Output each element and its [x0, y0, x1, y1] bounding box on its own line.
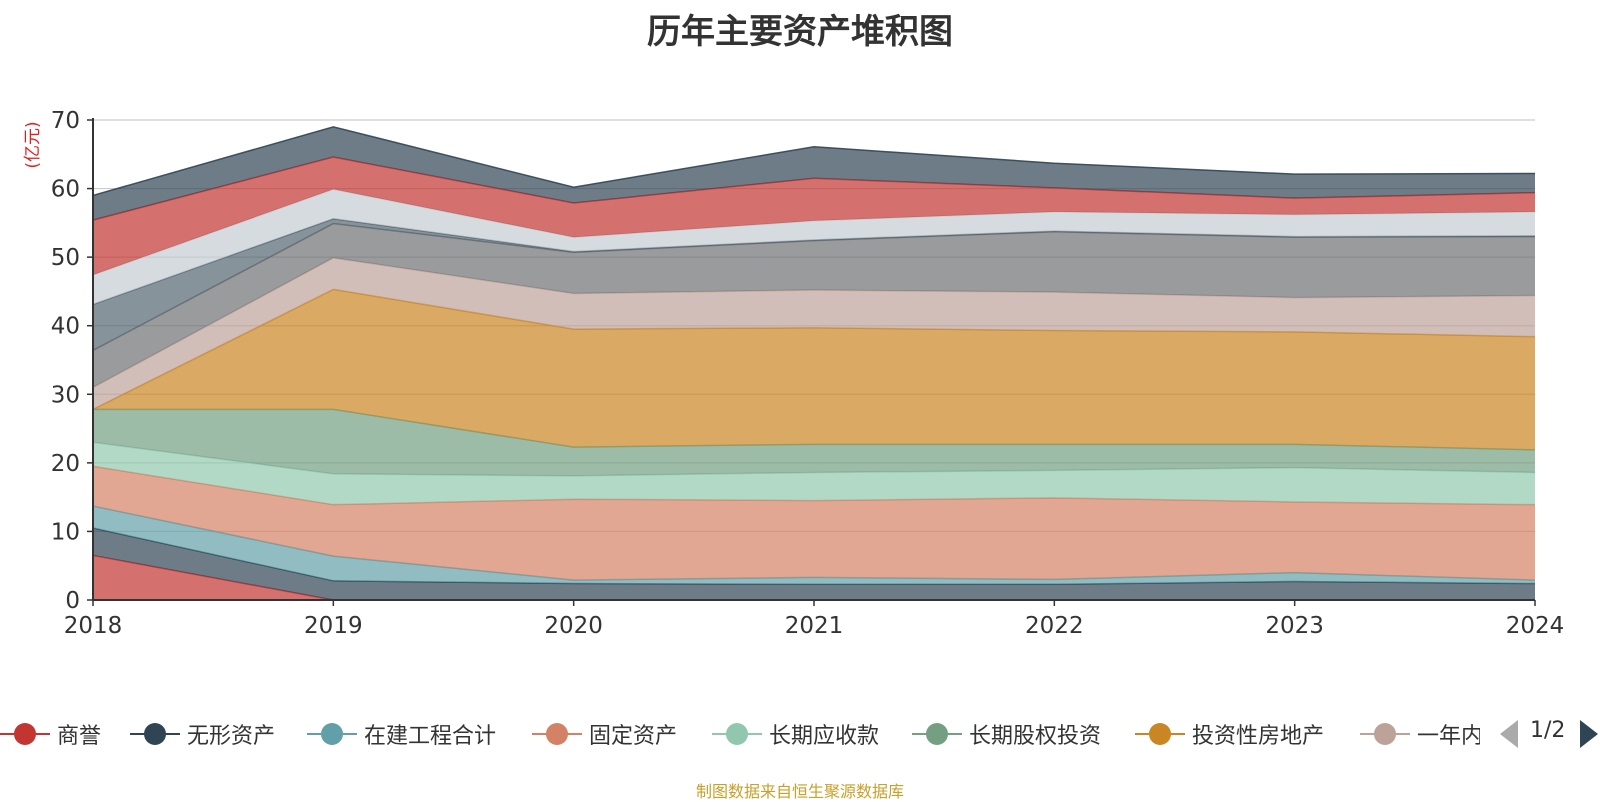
legend-label: 一年内到期的非流动资产	[1417, 724, 1480, 749]
area-series-2[interactable]	[93, 506, 1535, 585]
legend-marker-icon	[130, 722, 180, 746]
legend-label: 商誉	[57, 724, 102, 749]
area-series-3[interactable]	[93, 466, 1535, 581]
y-tick-label: 10	[51, 519, 80, 545]
y-tick-label: 50	[51, 245, 80, 271]
x-tick-label: 2020	[544, 613, 603, 639]
y-tick-label: 20	[51, 451, 80, 477]
x-tick-label: 2022	[1025, 613, 1084, 639]
area-series-6[interactable]	[93, 289, 1535, 450]
legend-item[interactable]: 一年内到期的非流动资产	[1360, 712, 1480, 756]
area-series-1[interactable]	[93, 528, 1535, 600]
legend-next-page-icon[interactable]	[1580, 720, 1598, 748]
legend-marker-icon	[1360, 722, 1410, 746]
area-series-8[interactable]	[93, 223, 1535, 388]
legend-marker-icon	[912, 722, 962, 746]
x-tick-label: 2018	[64, 613, 123, 639]
area-series-7[interactable]	[93, 257, 1535, 410]
area-series-line-12	[92, 126, 1536, 197]
legend: 商誉 无形资产 在建工程合计 固定资产 长期应收款 长期股权投资 投资性房地产 一年内到期的非…	[0, 712, 1600, 756]
y-axis-unit-label: (亿元)	[23, 121, 43, 168]
legend-label: 在建工程合计	[364, 724, 497, 749]
area-series-line-1	[92, 527, 1536, 585]
x-tick-label: 2019	[304, 613, 363, 639]
legend-item[interactable]: 在建工程合计	[307, 712, 496, 756]
area-series	[92, 126, 1536, 601]
legend-item[interactable]: 固定资产	[532, 712, 677, 756]
legend-page-indicator: 1/2	[1530, 718, 1566, 743]
area-series-4[interactable]	[93, 442, 1535, 505]
legend-item[interactable]: 长期股权投资	[912, 712, 1101, 756]
x-tick-label: 2021	[785, 613, 844, 639]
area-series-10[interactable]	[93, 189, 1535, 305]
legend-items: 商誉 无形资产 在建工程合计 固定资产 长期应收款 长期股权投资 投资性房地产 一年内到期的非…	[0, 712, 1480, 756]
legend-item[interactable]: 无形资产	[130, 712, 275, 756]
chart-plot: 0 10 20 30 40 50 60 70 2018 2019 2020 2021 2022 2023 2…	[23, 108, 1565, 639]
x-tick-label: 2023	[1265, 613, 1324, 639]
area-series-11[interactable]	[93, 157, 1535, 275]
legend-label: 长期应收款	[769, 724, 880, 749]
y-tick-label: 70	[51, 108, 80, 134]
source-note: 制图数据来自恒生聚源数据库	[695, 782, 904, 801]
area-series-12[interactable]	[93, 126, 1535, 221]
legend-marker-icon	[532, 722, 582, 746]
area-series-0[interactable]	[93, 555, 1535, 600]
y-tick-label: 60	[51, 177, 80, 203]
y-tick-label: 30	[51, 382, 80, 408]
legend-item[interactable]: 长期应收款	[712, 712, 879, 756]
y-tick-label: 0	[65, 588, 80, 614]
legend-marker-icon	[712, 722, 762, 746]
x-tick-label: 2024	[1506, 613, 1565, 639]
legend-item[interactable]: 投资性房地产	[1135, 712, 1324, 756]
area-series-5[interactable]	[93, 409, 1535, 476]
legend-label: 无形资产	[187, 724, 276, 749]
legend-marker-icon	[307, 722, 357, 746]
legend-item[interactable]: 商誉	[0, 712, 101, 756]
axes: 0 10 20 30 40 50 60 70 2018 2019 2020 2021 2022 2023 2…	[51, 108, 1565, 639]
y-tick-label: 40	[51, 314, 80, 340]
legend-prev-page-icon[interactable]	[1500, 720, 1518, 748]
legend-marker-icon	[0, 722, 50, 746]
legend-label: 投资性房地产	[1192, 724, 1325, 749]
legend-label: 固定资产	[589, 724, 678, 749]
chart-title: 历年主要资产堆积图	[647, 12, 953, 52]
legend-marker-icon	[1135, 722, 1185, 746]
legend-label: 长期股权投资	[969, 724, 1102, 749]
